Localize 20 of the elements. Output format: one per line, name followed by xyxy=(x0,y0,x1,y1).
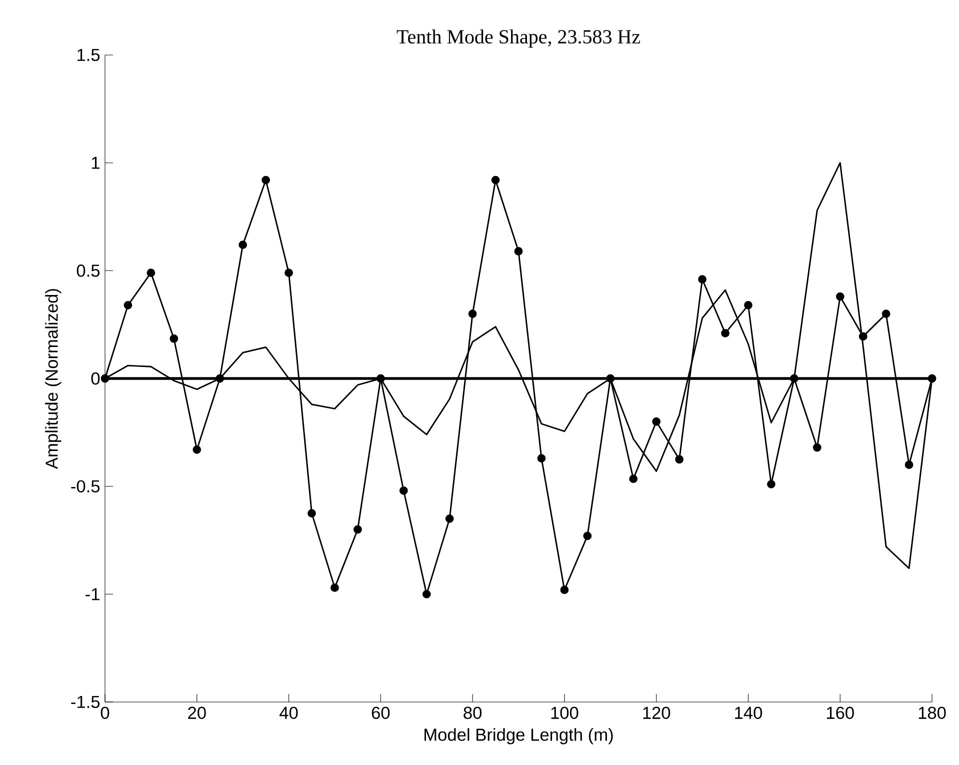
x-tick-label: 80 xyxy=(464,706,482,719)
chart-title: Tenth Mode Shape, 23.583 Hz xyxy=(396,30,640,48)
y-axis-title: Amplitude (Normalized) xyxy=(45,289,62,470)
x-axis-title: Model Bridge Length (m) xyxy=(424,728,613,744)
x-tick-label: 20 xyxy=(188,706,206,719)
y-tick-label: 1.5 xyxy=(78,48,100,62)
y-tick-label: 0 xyxy=(91,372,100,385)
y-tick-label: -0.5 xyxy=(71,480,100,492)
x-tick-label: 60 xyxy=(372,706,390,719)
y-tick-label: -1 xyxy=(86,588,100,600)
y-tick-label: 1 xyxy=(92,156,100,169)
x-tick-label: 180 xyxy=(918,706,946,719)
x-tick-label: 140 xyxy=(735,706,762,719)
x-tick-label: 160 xyxy=(826,706,854,719)
x-tick-label: 0 xyxy=(100,706,110,719)
y-tick-label: -1.5 xyxy=(71,696,100,708)
x-tick-label: 40 xyxy=(280,706,298,719)
y-tick-label: 0.5 xyxy=(76,264,100,277)
x-tick-label: 100 xyxy=(551,706,578,719)
x-tick-label: 120 xyxy=(643,706,670,719)
